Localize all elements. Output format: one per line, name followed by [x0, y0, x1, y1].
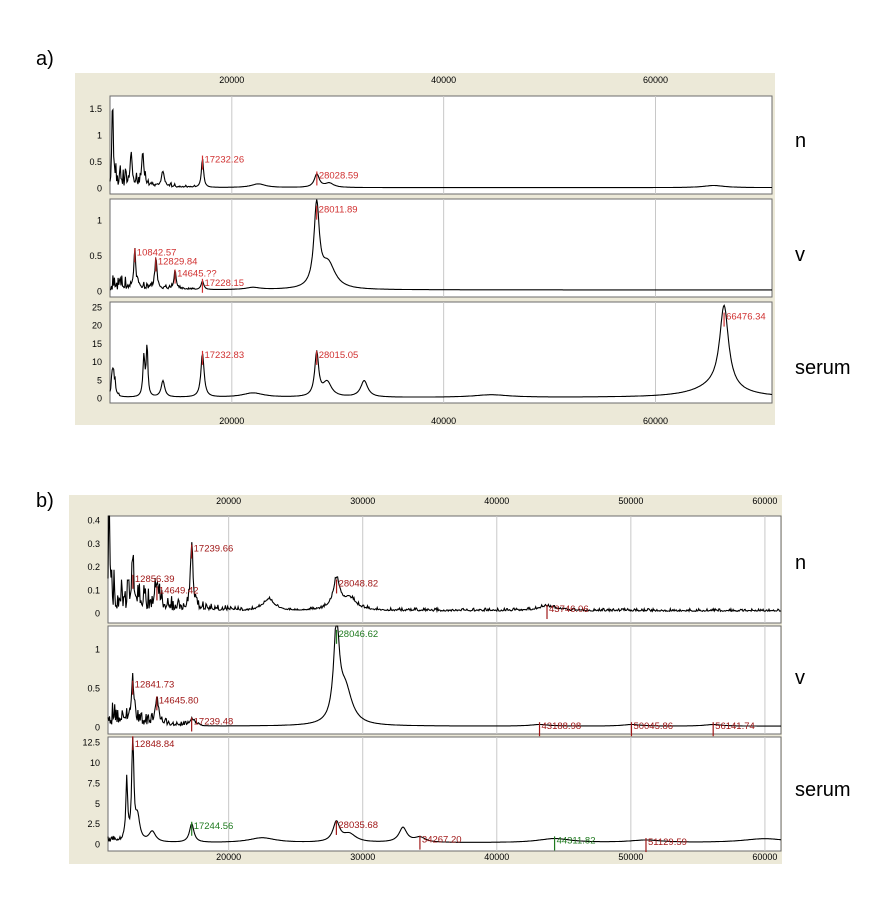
- x-tick-top-1-4: 60000: [752, 496, 777, 506]
- peak-label-1-1-3: 17239.48: [194, 716, 234, 727]
- y-tick-0-0-2: 1: [97, 131, 102, 141]
- trace-box: [109, 301, 773, 404]
- trace-label-b-v: v: [795, 667, 805, 689]
- x-tick-top-0-0: 20000: [219, 75, 244, 85]
- peak-label-1-2-1: 17244.56: [194, 821, 234, 832]
- peak-label-1-2-3: 34267.20: [422, 835, 462, 846]
- y-tick-1-0-4: 0.4: [87, 516, 100, 526]
- peak-label-1-2-0: 12848.84: [135, 739, 175, 750]
- x-tick-top-1-1: 30000: [350, 496, 375, 506]
- trace-1-serum: 0 2.5 5 7.5 10 12.5 12848.84 17244.56 28035.68 34…: [82, 736, 782, 853]
- y-tick-0-2-0: 0: [97, 394, 102, 404]
- peak-label-1-1-6: 56141.74: [715, 721, 755, 732]
- y-tick-1-1-1: 0.5: [87, 684, 100, 694]
- x-tick-top-1-0: 20000: [216, 496, 241, 506]
- peak-label-1-2-5: 51129.59: [648, 837, 687, 848]
- y-tick-0-1-0: 0: [97, 286, 102, 296]
- y-tick-0-2-3: 15: [92, 339, 102, 349]
- peak-label-1-2-4: 44311.82: [557, 835, 596, 846]
- trace-label-a-v: v: [795, 244, 805, 266]
- y-tick-0-2-1: 5: [97, 375, 102, 385]
- trace-0-n: 0 0.5 1 1.5 17232.26 28028.59: [89, 95, 773, 195]
- trace-label-a-n: n: [795, 130, 807, 152]
- peak-label-1-0-2: 14649.42: [159, 585, 199, 596]
- y-tick-1-1-2: 1: [95, 644, 100, 654]
- trace-label-b-n: n: [795, 552, 807, 574]
- y-tick-0-1-1: 0.5: [89, 251, 102, 261]
- y-tick-0-1-2: 1: [97, 215, 102, 225]
- spectrum-line: [107, 625, 781, 727]
- y-tick-0-2-5: 25: [92, 302, 102, 312]
- x-tick-top-0-1: 40000: [431, 75, 456, 85]
- spectrum-line: [107, 736, 782, 843]
- y-tick-1-2-5: 12.5: [82, 738, 100, 748]
- spectrum-line: [107, 515, 782, 614]
- y-tick-1-2-4: 10: [90, 758, 100, 768]
- x-tick-top-0-2: 60000: [643, 75, 668, 85]
- peak-label-0-2-2: 66476.34: [726, 312, 766, 323]
- spectrum-line: [110, 199, 772, 291]
- x-tick-bottom-1-1: 30000: [350, 852, 375, 862]
- peak-label-0-1-3: 14645.??: [177, 269, 217, 280]
- panel-label-b: b): [36, 490, 54, 512]
- y-tick-0-2-2: 10: [92, 357, 102, 367]
- y-tick-1-1-0: 0: [95, 723, 100, 733]
- panel-label-a: a): [36, 48, 54, 70]
- y-tick-1-2-1: 2.5: [87, 819, 100, 829]
- peak-label-0-1-1: 10842.57: [137, 247, 177, 258]
- x-tick-top-1-3: 50000: [618, 496, 643, 506]
- spectrum-line: [109, 304, 773, 398]
- trace-box: [107, 625, 782, 735]
- x-tick-bottom-1-3: 50000: [618, 852, 643, 862]
- peak-label-0-0-0: 17232.26: [204, 155, 244, 166]
- y-tick-1-0-2: 0.2: [87, 562, 100, 572]
- y-tick-1-2-0: 0: [95, 839, 100, 849]
- trace-0-serum: 0 5 10 15 20 25 17232.83 28015.05 66476.34: [92, 301, 773, 404]
- y-tick-1-0-3: 0.3: [87, 539, 100, 549]
- peak-label-1-1-4: 43188.98: [542, 721, 582, 732]
- x-tick-bottom-1-4: 60000: [752, 852, 777, 862]
- peak-label-0-1-0: 28011.89: [319, 205, 358, 216]
- x-tick-bottom-1-0: 20000: [216, 852, 241, 862]
- peak-label-1-0-3: 28048.82: [339, 578, 379, 589]
- x-tick-bottom-1-2: 40000: [484, 852, 509, 862]
- peak-label-0-0-1: 28028.59: [319, 170, 359, 181]
- peak-label-1-1-0: 28046.62: [339, 629, 379, 640]
- y-tick-0-0-0: 0: [97, 184, 102, 194]
- trace-box: [107, 515, 782, 624]
- peak-label-0-1-2: 12829.84: [158, 256, 198, 267]
- x-tick-bottom-0-1: 40000: [431, 416, 456, 426]
- peak-label-1-2-2: 28035.68: [338, 820, 378, 831]
- y-tick-0-2-4: 20: [92, 321, 102, 331]
- y-tick-1-0-0: 0: [95, 609, 100, 619]
- trace-1-v: 0 0.5 1 28046.62 12841.73 14645.80 17239.48 431…: [87, 625, 782, 737]
- y-tick-0-0-3: 1.5: [89, 104, 102, 114]
- trace-label-b-serum: serum: [795, 779, 851, 801]
- peak-label-1-0-4: 43746.06: [549, 604, 589, 615]
- x-tick-bottom-0-0: 20000: [219, 416, 244, 426]
- x-tick-top-1-2: 40000: [484, 496, 509, 506]
- x-tick-bottom-0-2: 60000: [643, 416, 668, 426]
- peak-label-0-2-0: 17232.83: [204, 350, 244, 361]
- peak-label-0-2-1: 28015.05: [319, 350, 359, 361]
- peak-label-1-0-0: 17239.66: [194, 544, 234, 555]
- y-tick-1-2-3: 7.5: [87, 778, 100, 788]
- peak-label-1-0-1: 12856.39: [135, 574, 175, 585]
- peak-label-1-1-1: 12841.73: [135, 680, 175, 691]
- peak-label-0-1-4: 17228.15: [204, 278, 244, 289]
- y-tick-1-2-2: 5: [95, 799, 100, 809]
- trace-box: [109, 95, 773, 195]
- trace-label-a-serum: serum: [795, 357, 851, 379]
- y-tick-0-0-1: 0.5: [89, 157, 102, 167]
- trace-box: [109, 198, 773, 298]
- trace-box: [107, 736, 782, 852]
- peak-label-1-1-5: 50045.86: [633, 721, 673, 732]
- peak-label-1-1-2: 14645.80: [159, 695, 199, 706]
- y-tick-1-0-1: 0.1: [87, 585, 100, 595]
- spectrum-line: [109, 108, 772, 189]
